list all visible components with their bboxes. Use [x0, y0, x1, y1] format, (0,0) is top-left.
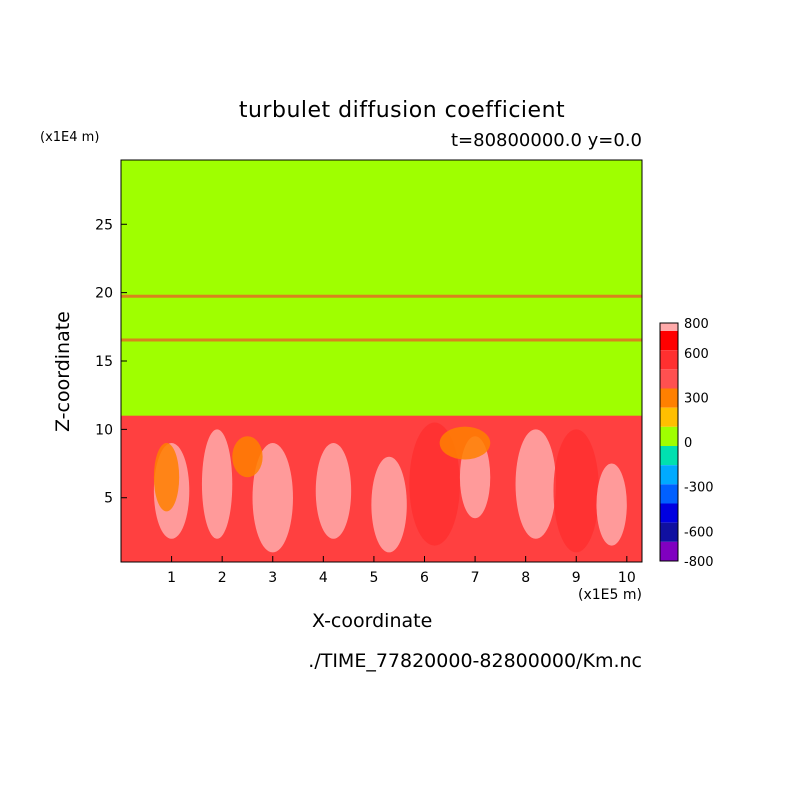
colorbar-label: 800	[684, 317, 709, 332]
x-tick-label: 6	[420, 570, 429, 586]
y-tick-label: 20	[95, 286, 113, 302]
colorbar-frame	[659, 322, 679, 562]
colorbar-segment	[660, 369, 678, 389]
x-tick-label: 9	[572, 570, 581, 586]
field-structure	[515, 429, 557, 539]
field-structure	[596, 463, 627, 546]
x-tick-label: 7	[471, 570, 480, 586]
colorbar-segment	[660, 522, 678, 542]
field-structure	[252, 443, 293, 553]
field-band	[121, 338, 642, 342]
x-unit-label: (x1E5 m)	[578, 587, 642, 603]
colorbar-segment	[660, 407, 678, 427]
colorbar-segment	[660, 541, 678, 561]
colorbar-label: -300	[684, 481, 714, 496]
x-tick-label: 2	[218, 570, 227, 586]
field-structure	[439, 426, 491, 460]
field-structure	[232, 436, 263, 478]
field-band	[121, 294, 642, 298]
field-structure	[201, 429, 233, 539]
y-tick-label: 15	[95, 354, 113, 370]
colorbar-segment	[660, 331, 678, 351]
x-tick-label: 4	[319, 570, 328, 586]
colorbar-label: 300	[684, 391, 709, 406]
colorbar-segment	[660, 350, 678, 370]
z-unit-label: (x1E4 m)	[40, 130, 100, 145]
x-tick-label: 5	[369, 570, 378, 586]
colorbar-label: 600	[684, 347, 709, 362]
x-tick-label: 8	[521, 570, 530, 586]
colorbar-label: -800	[684, 555, 714, 570]
field-structure	[371, 456, 407, 553]
colorbar-segment	[660, 465, 678, 485]
colorbar-label: 0	[684, 436, 692, 451]
colorbar-segment	[660, 426, 678, 446]
y-tick-label: 10	[95, 422, 113, 438]
colorbar-label: -600	[684, 525, 714, 540]
y-tick-label: 5	[104, 491, 113, 507]
chart-subtitle: t=80800000.0 y=0.0	[450, 130, 642, 151]
x-tick-label: 3	[268, 570, 277, 586]
y-tick-label: 25	[95, 217, 113, 233]
source-file-label: ./TIME_77820000-82800000/Km.nc	[308, 650, 642, 672]
x-tick-label: 1	[167, 570, 176, 586]
colorbar-segment	[660, 446, 678, 466]
colorbar-top-segment	[660, 323, 678, 331]
colorbar-segment	[660, 503, 678, 523]
x-axis-label: X-coordinate	[312, 610, 433, 632]
colorbar-segment	[660, 484, 678, 504]
field-structure	[153, 443, 180, 512]
field-structure	[315, 443, 352, 539]
colorbar-segment	[660, 388, 678, 408]
x-tick-label: 10	[618, 570, 636, 586]
chart-title: turbulet diffusion coefficient	[238, 98, 566, 123]
field-structure	[553, 429, 600, 553]
